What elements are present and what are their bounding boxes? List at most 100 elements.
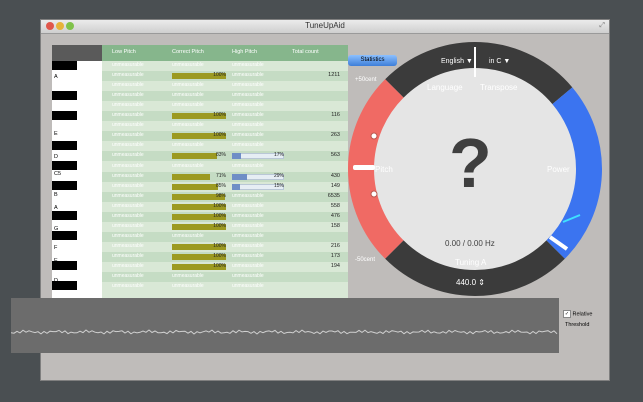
pitch-label: Pitch bbox=[375, 165, 393, 174]
correct-pitch-percent: 100% bbox=[213, 263, 226, 269]
power-slider-handle[interactable] bbox=[548, 235, 569, 251]
unmeasurable-text: unmeasurable bbox=[232, 142, 264, 149]
table-row: unmeasurable unmeasurable unmeasurable bbox=[52, 101, 348, 111]
dial-top-arc bbox=[385, 42, 573, 105]
total-count-cell: 158 bbox=[330, 222, 340, 229]
total-count-cell: 194 bbox=[330, 263, 340, 269]
table-row: unmeasurable 98% unmeasurable 6535 bbox=[52, 191, 348, 202]
tuning-value[interactable]: 440.0 ⇕ bbox=[456, 278, 485, 287]
correct-pitch-cell: 100% bbox=[172, 202, 226, 210]
correct-pitch-percent: 100% bbox=[213, 202, 226, 209]
low-pitch-cell: unmeasurable bbox=[112, 82, 144, 89]
pitch-table: Low Pitch Correct Pitch High Pitch Total… bbox=[52, 45, 348, 312]
total-count-cell: 263 bbox=[330, 132, 340, 139]
total-count-cell: 1211 bbox=[328, 72, 340, 79]
low-pitch-cell: unmeasurable bbox=[112, 273, 144, 280]
close-button[interactable] bbox=[46, 22, 54, 30]
white-key-label: A bbox=[54, 74, 58, 80]
unmeasurable-text: unmeasurable bbox=[232, 132, 264, 139]
table-row: unmeasurable unmeasurable unmeasurable bbox=[52, 272, 348, 283]
unmeasurable-text: unmeasurable bbox=[172, 232, 204, 239]
low-pitch-cell: unmeasurable bbox=[112, 232, 144, 239]
language-label: Language bbox=[427, 83, 463, 92]
total-count-cell: 558 bbox=[330, 202, 340, 209]
pitch-minus-dot bbox=[370, 190, 378, 198]
correct-pitch-cell: 71% bbox=[172, 173, 226, 180]
low-pitch-cell: unmeasurable bbox=[112, 202, 144, 209]
high-pitch-cell: unmeasurable bbox=[232, 92, 284, 99]
low-pitch-cell: unmeasurable bbox=[112, 92, 144, 99]
statistics-button[interactable]: Statistics bbox=[348, 55, 397, 66]
black-key[interactable] bbox=[52, 91, 77, 100]
total-count-cell: 173 bbox=[330, 252, 340, 259]
language-value[interactable]: English ▼ bbox=[441, 58, 473, 65]
table-row: unmeasurable unmeasurable unmeasurable bbox=[52, 162, 348, 172]
unmeasurable-text: unmeasurable bbox=[172, 273, 204, 280]
transpose-value[interactable]: in C ▼ bbox=[489, 58, 510, 65]
unmeasurable-text: unmeasurable bbox=[172, 62, 204, 68]
frequency-readout: 0.00 / 0.00 Hz bbox=[445, 239, 495, 248]
total-count-cell: 116 bbox=[331, 112, 340, 119]
pitch-slider-handle[interactable] bbox=[353, 165, 375, 170]
high-pitch-cell: unmeasurable bbox=[232, 203, 284, 210]
table-row: unmeasurable 85% 15% 149 bbox=[52, 182, 348, 192]
table-row: unmeasurable 100% unmeasurable 263 bbox=[52, 131, 348, 142]
correct-pitch-percent: 83% bbox=[215, 152, 226, 159]
correct-pitch-bar bbox=[172, 223, 226, 230]
unmeasurable-text: unmeasurable bbox=[232, 242, 264, 249]
correct-pitch-cell: 100% bbox=[172, 263, 226, 270]
correct-pitch-cell: 85% bbox=[172, 183, 226, 190]
fullscreen-icon[interactable]: ⤢ bbox=[599, 22, 605, 29]
correct-pitch-cell: unmeasurable bbox=[172, 283, 226, 290]
low-pitch-cell: unmeasurable bbox=[112, 192, 144, 199]
unmeasurable-text: unmeasurable bbox=[172, 122, 204, 129]
high-pitch-cell: unmeasurable bbox=[232, 122, 284, 129]
high-pitch-cell: unmeasurable bbox=[232, 273, 284, 280]
table-row: unmeasurable 100% unmeasurable 158 bbox=[52, 222, 348, 232]
total-count-cell: 430 bbox=[330, 172, 340, 179]
black-key[interactable] bbox=[52, 61, 77, 70]
black-key[interactable] bbox=[52, 141, 77, 150]
window-title: TuneUpAid bbox=[305, 21, 345, 30]
black-key[interactable] bbox=[52, 181, 77, 190]
relative-checkbox[interactable]: ✓ Relative bbox=[563, 310, 592, 318]
table-row: unmeasurable unmeasurable unmeasurable bbox=[52, 231, 348, 242]
total-count-cell: 149 bbox=[330, 182, 340, 189]
high-pitch-cell: unmeasurable bbox=[232, 193, 284, 200]
zoom-button[interactable] bbox=[66, 22, 74, 30]
total-count-cell: 216 bbox=[330, 242, 340, 249]
correct-pitch-cell: 98% bbox=[172, 193, 226, 200]
title-bar: TuneUpAid ⤢ bbox=[41, 20, 609, 34]
low-pitch-cell: unmeasurable bbox=[112, 182, 144, 189]
black-key[interactable] bbox=[52, 231, 77, 240]
correct-pitch-bar bbox=[172, 153, 217, 160]
correct-pitch-bar bbox=[172, 133, 226, 140]
low-pitch-cell: unmeasurable bbox=[112, 172, 144, 179]
correct-pitch-cell: unmeasurable bbox=[172, 82, 226, 89]
table-row: unmeasurable 83% 17% 563 bbox=[52, 151, 348, 162]
unmeasurable-text: unmeasurable bbox=[232, 283, 264, 290]
dial-face bbox=[361, 55, 589, 283]
threshold-label[interactable]: Threshold bbox=[565, 322, 590, 328]
total-count-cell: 563 bbox=[330, 152, 340, 159]
black-key[interactable] bbox=[52, 161, 77, 170]
unmeasurable-text: unmeasurable bbox=[232, 222, 264, 229]
minimize-button[interactable] bbox=[56, 22, 64, 30]
correct-pitch-cell: 100% bbox=[172, 72, 226, 80]
unmeasurable-text: unmeasurable bbox=[232, 232, 264, 239]
white-key-label: G bbox=[54, 94, 59, 100]
correct-pitch-cell: unmeasurable bbox=[172, 62, 226, 69]
low-pitch-cell: unmeasurable bbox=[112, 102, 144, 109]
black-key[interactable] bbox=[52, 261, 77, 270]
black-key[interactable] bbox=[52, 211, 77, 220]
black-key[interactable] bbox=[52, 111, 77, 120]
black-key[interactable] bbox=[52, 281, 77, 290]
white-key-label: D bbox=[54, 154, 58, 160]
high-pitch-percent: 29% bbox=[273, 172, 284, 179]
high-pitch-cell: 15% bbox=[232, 183, 284, 190]
table-row: unmeasurable unmeasurable unmeasurable bbox=[52, 61, 348, 71]
correct-pitch-percent: 100% bbox=[213, 72, 226, 79]
table-row: unmeasurable 100% unmeasurable 558 bbox=[52, 202, 348, 212]
piano-keyboard: AGFEDC5BAGFEDC4 bbox=[52, 61, 102, 312]
high-pitch-cell: unmeasurable bbox=[232, 263, 284, 270]
